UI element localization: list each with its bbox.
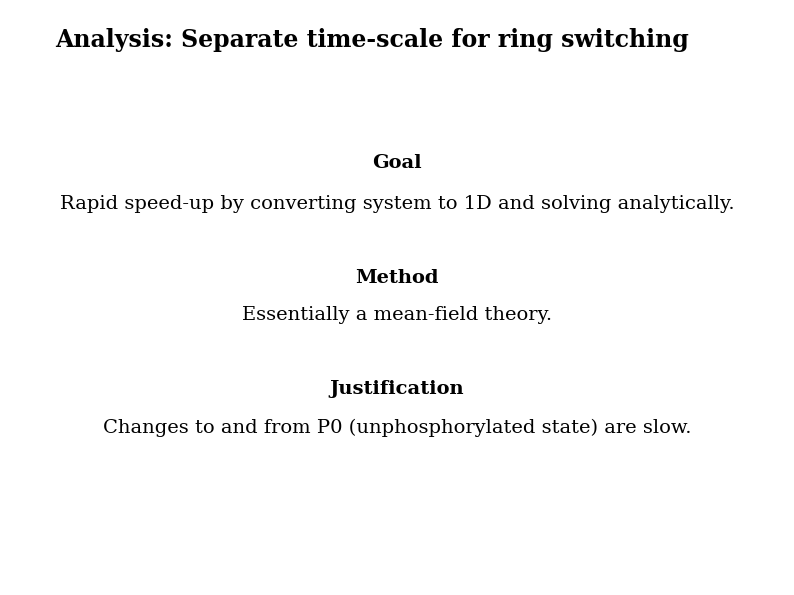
Text: Goal: Goal — [372, 154, 422, 172]
Text: Justification: Justification — [330, 380, 464, 398]
Text: Method: Method — [355, 270, 439, 287]
Text: Essentially a mean-field theory.: Essentially a mean-field theory. — [242, 305, 552, 324]
Text: Rapid speed-up by converting system to 1D and solving analytically.: Rapid speed-up by converting system to 1… — [60, 195, 734, 213]
Text: Changes to and from P0 (unphosphorylated state) are slow.: Changes to and from P0 (unphosphorylated… — [102, 419, 692, 437]
Text: Analysis: Separate time-scale for ring switching: Analysis: Separate time-scale for ring s… — [56, 28, 689, 52]
